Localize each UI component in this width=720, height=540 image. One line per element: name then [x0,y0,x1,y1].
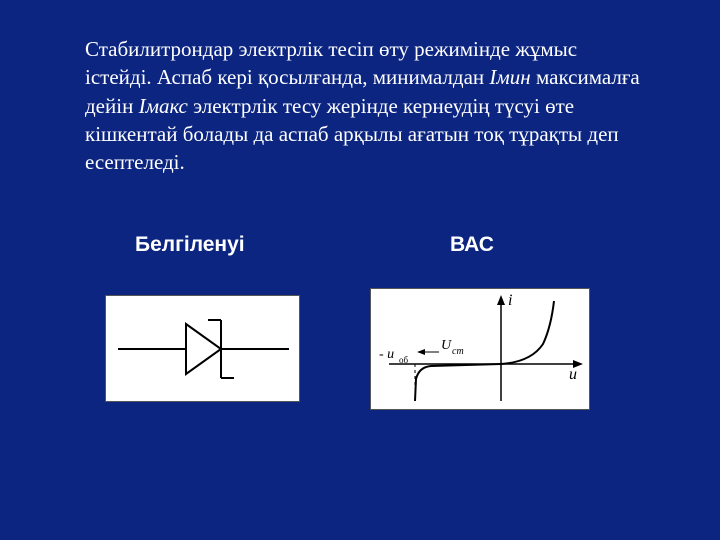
heading-graph: ВАС [450,233,494,257]
heading-symbol: Белгіленуі [135,233,245,257]
uob-label: - u [379,347,394,362]
axis-u-label: u [569,366,577,383]
svg-text:об: об [399,355,409,365]
symbol-imax: Iмакс [139,94,188,118]
svg-text:ст: ст [452,346,464,357]
description-paragraph: Стабилитрондар электрлік тесіп өту режим… [85,35,640,177]
ucm-label: U [441,338,452,353]
symbol-imin: Iмин [489,65,530,89]
zener-symbol-diagram [105,295,300,402]
axis-i-label: i [508,292,512,309]
iv-characteristic-graph: i u U ст - u об [370,288,590,410]
